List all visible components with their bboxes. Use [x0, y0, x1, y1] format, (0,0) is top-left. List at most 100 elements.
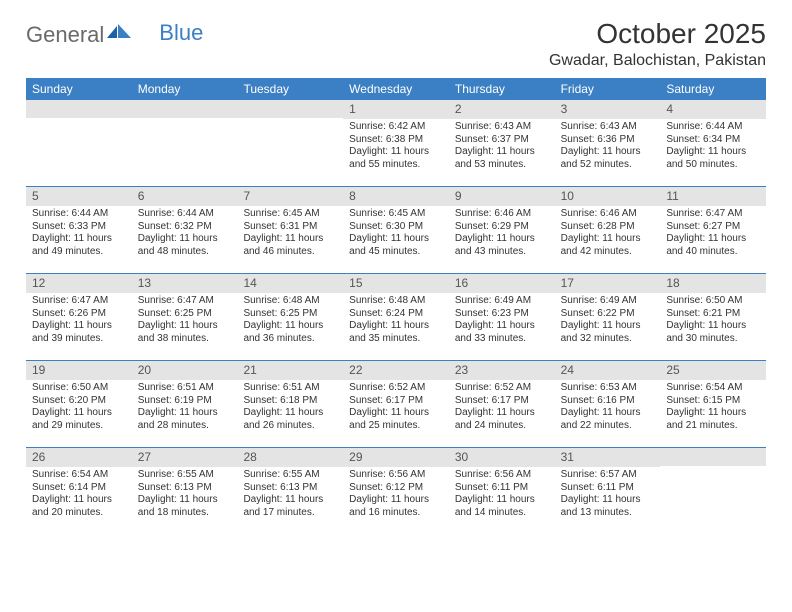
day-number: 4 — [660, 100, 766, 119]
day-line: and 55 minutes. — [349, 159, 445, 172]
day-line: Sunrise: 6:54 AM — [32, 469, 128, 482]
calendar: Sunday Monday Tuesday Wednesday Thursday… — [26, 78, 766, 534]
day-cell — [660, 448, 766, 534]
day-number: 3 — [555, 100, 661, 119]
day-line: Sunrise: 6:45 AM — [243, 208, 339, 221]
day-line: Daylight: 11 hours — [138, 407, 234, 420]
day-line: Daylight: 11 hours — [666, 320, 762, 333]
day-line: Sunset: 6:11 PM — [455, 482, 551, 495]
day-body: Sunrise: 6:46 AMSunset: 6:28 PMDaylight:… — [555, 206, 661, 262]
day-body: Sunrise: 6:46 AMSunset: 6:29 PMDaylight:… — [449, 206, 555, 262]
day-line: Sunset: 6:26 PM — [32, 308, 128, 321]
day-cell: 22Sunrise: 6:52 AMSunset: 6:17 PMDayligh… — [343, 361, 449, 447]
day-body: Sunrise: 6:53 AMSunset: 6:16 PMDaylight:… — [555, 380, 661, 436]
day-number: 18 — [660, 274, 766, 293]
location-text: Gwadar, Balochistan, Pakistan — [549, 52, 766, 70]
day-line: and 39 minutes. — [32, 333, 128, 346]
week-row: 12Sunrise: 6:47 AMSunset: 6:26 PMDayligh… — [26, 273, 766, 360]
day-cell — [237, 100, 343, 186]
day-body — [237, 118, 343, 124]
day-line: Sunrise: 6:47 AM — [32, 295, 128, 308]
day-line: Sunset: 6:25 PM — [138, 308, 234, 321]
day-body: Sunrise: 6:44 AMSunset: 6:34 PMDaylight:… — [660, 119, 766, 175]
day-line: Daylight: 11 hours — [32, 320, 128, 333]
day-line: Sunset: 6:24 PM — [349, 308, 445, 321]
day-line: and 43 minutes. — [455, 246, 551, 259]
day-line: and 35 minutes. — [349, 333, 445, 346]
day-number: 30 — [449, 448, 555, 467]
day-line: and 22 minutes. — [561, 420, 657, 433]
day-number: 7 — [237, 187, 343, 206]
day-cell: 8Sunrise: 6:45 AMSunset: 6:30 PMDaylight… — [343, 187, 449, 273]
day-cell: 18Sunrise: 6:50 AMSunset: 6:21 PMDayligh… — [660, 274, 766, 360]
day-line: Sunrise: 6:51 AM — [243, 382, 339, 395]
day-line: Sunset: 6:17 PM — [349, 395, 445, 408]
day-line: Daylight: 11 hours — [243, 494, 339, 507]
day-cell: 25Sunrise: 6:54 AMSunset: 6:15 PMDayligh… — [660, 361, 766, 447]
day-line: Daylight: 11 hours — [561, 320, 657, 333]
day-line: and 48 minutes. — [138, 246, 234, 259]
day-line: Daylight: 11 hours — [561, 233, 657, 246]
day-header-thu: Thursday — [449, 78, 555, 100]
day-line: Daylight: 11 hours — [138, 494, 234, 507]
day-body: Sunrise: 6:48 AMSunset: 6:24 PMDaylight:… — [343, 293, 449, 349]
month-title: October 2025 — [549, 18, 766, 50]
day-line: Daylight: 11 hours — [455, 320, 551, 333]
day-body: Sunrise: 6:43 AMSunset: 6:36 PMDaylight:… — [555, 119, 661, 175]
day-cell: 21Sunrise: 6:51 AMSunset: 6:18 PMDayligh… — [237, 361, 343, 447]
day-body: Sunrise: 6:49 AMSunset: 6:22 PMDaylight:… — [555, 293, 661, 349]
day-line: Sunset: 6:12 PM — [349, 482, 445, 495]
day-line: and 42 minutes. — [561, 246, 657, 259]
day-body: Sunrise: 6:48 AMSunset: 6:25 PMDaylight:… — [237, 293, 343, 349]
day-line: Daylight: 11 hours — [32, 407, 128, 420]
day-line: Sunrise: 6:54 AM — [666, 382, 762, 395]
day-line: Sunset: 6:32 PM — [138, 221, 234, 234]
day-header-row: Sunday Monday Tuesday Wednesday Thursday… — [26, 78, 766, 100]
day-line: and 52 minutes. — [561, 159, 657, 172]
day-line: Sunrise: 6:43 AM — [455, 121, 551, 134]
day-line: Sunrise: 6:48 AM — [243, 295, 339, 308]
day-header-fri: Friday — [555, 78, 661, 100]
day-line: and 20 minutes. — [32, 507, 128, 520]
day-line: and 33 minutes. — [455, 333, 551, 346]
day-line: Sunrise: 6:47 AM — [138, 295, 234, 308]
day-line: Daylight: 11 hours — [349, 407, 445, 420]
day-line: Sunset: 6:15 PM — [666, 395, 762, 408]
week-row: 5Sunrise: 6:44 AMSunset: 6:33 PMDaylight… — [26, 186, 766, 273]
day-line: Sunrise: 6:44 AM — [32, 208, 128, 221]
day-cell: 6Sunrise: 6:44 AMSunset: 6:32 PMDaylight… — [132, 187, 238, 273]
day-cell: 26Sunrise: 6:54 AMSunset: 6:14 PMDayligh… — [26, 448, 132, 534]
day-cell: 14Sunrise: 6:48 AMSunset: 6:25 PMDayligh… — [237, 274, 343, 360]
day-number: 13 — [132, 274, 238, 293]
day-line: Daylight: 11 hours — [455, 146, 551, 159]
day-number: 5 — [26, 187, 132, 206]
day-line: Sunset: 6:38 PM — [349, 134, 445, 147]
day-line: and 17 minutes. — [243, 507, 339, 520]
logo-sail-icon — [107, 20, 131, 46]
day-line: and 38 minutes. — [138, 333, 234, 346]
day-line: Daylight: 11 hours — [561, 146, 657, 159]
day-cell: 1Sunrise: 6:42 AMSunset: 6:38 PMDaylight… — [343, 100, 449, 186]
day-line: and 26 minutes. — [243, 420, 339, 433]
day-number: 16 — [449, 274, 555, 293]
title-block: October 2025 Gwadar, Balochistan, Pakist… — [549, 18, 766, 70]
day-number: 24 — [555, 361, 661, 380]
day-cell: 7Sunrise: 6:45 AMSunset: 6:31 PMDaylight… — [237, 187, 343, 273]
day-line: Sunset: 6:30 PM — [349, 221, 445, 234]
day-cell: 12Sunrise: 6:47 AMSunset: 6:26 PMDayligh… — [26, 274, 132, 360]
calendar-page: General Blue October 2025 Gwadar, Baloch… — [0, 0, 792, 544]
day-cell: 23Sunrise: 6:52 AMSunset: 6:17 PMDayligh… — [449, 361, 555, 447]
day-number — [660, 448, 766, 466]
day-line: Sunrise: 6:46 AM — [561, 208, 657, 221]
day-cell: 31Sunrise: 6:57 AMSunset: 6:11 PMDayligh… — [555, 448, 661, 534]
day-header-mon: Monday — [132, 78, 238, 100]
day-line: Sunset: 6:25 PM — [243, 308, 339, 321]
day-number: 10 — [555, 187, 661, 206]
day-body: Sunrise: 6:57 AMSunset: 6:11 PMDaylight:… — [555, 467, 661, 523]
day-header-sat: Saturday — [660, 78, 766, 100]
day-line: and 29 minutes. — [32, 420, 128, 433]
day-cell: 24Sunrise: 6:53 AMSunset: 6:16 PMDayligh… — [555, 361, 661, 447]
day-line: and 46 minutes. — [243, 246, 339, 259]
day-body: Sunrise: 6:50 AMSunset: 6:20 PMDaylight:… — [26, 380, 132, 436]
day-line: Daylight: 11 hours — [243, 407, 339, 420]
